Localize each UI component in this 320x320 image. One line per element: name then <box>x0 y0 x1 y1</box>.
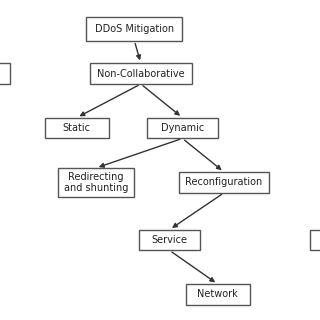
Text: Network: Network <box>197 289 238 300</box>
FancyBboxPatch shape <box>90 63 192 84</box>
FancyBboxPatch shape <box>86 17 182 41</box>
Text: Redirecting
and shunting: Redirecting and shunting <box>64 172 128 193</box>
FancyBboxPatch shape <box>310 230 320 250</box>
Text: Service: Service <box>152 235 188 245</box>
Text: Static: Static <box>63 123 91 133</box>
FancyBboxPatch shape <box>45 117 109 138</box>
FancyBboxPatch shape <box>186 284 250 305</box>
FancyBboxPatch shape <box>139 230 200 250</box>
Text: Non-Collaborative: Non-Collaborative <box>97 68 185 79</box>
FancyBboxPatch shape <box>0 63 10 84</box>
Text: DDoS Mitigation: DDoS Mitigation <box>95 24 174 34</box>
FancyBboxPatch shape <box>58 168 134 197</box>
Text: Dynamic: Dynamic <box>161 123 204 133</box>
FancyBboxPatch shape <box>147 117 218 138</box>
FancyBboxPatch shape <box>179 172 269 193</box>
Text: Reconfiguration: Reconfiguration <box>185 177 263 188</box>
